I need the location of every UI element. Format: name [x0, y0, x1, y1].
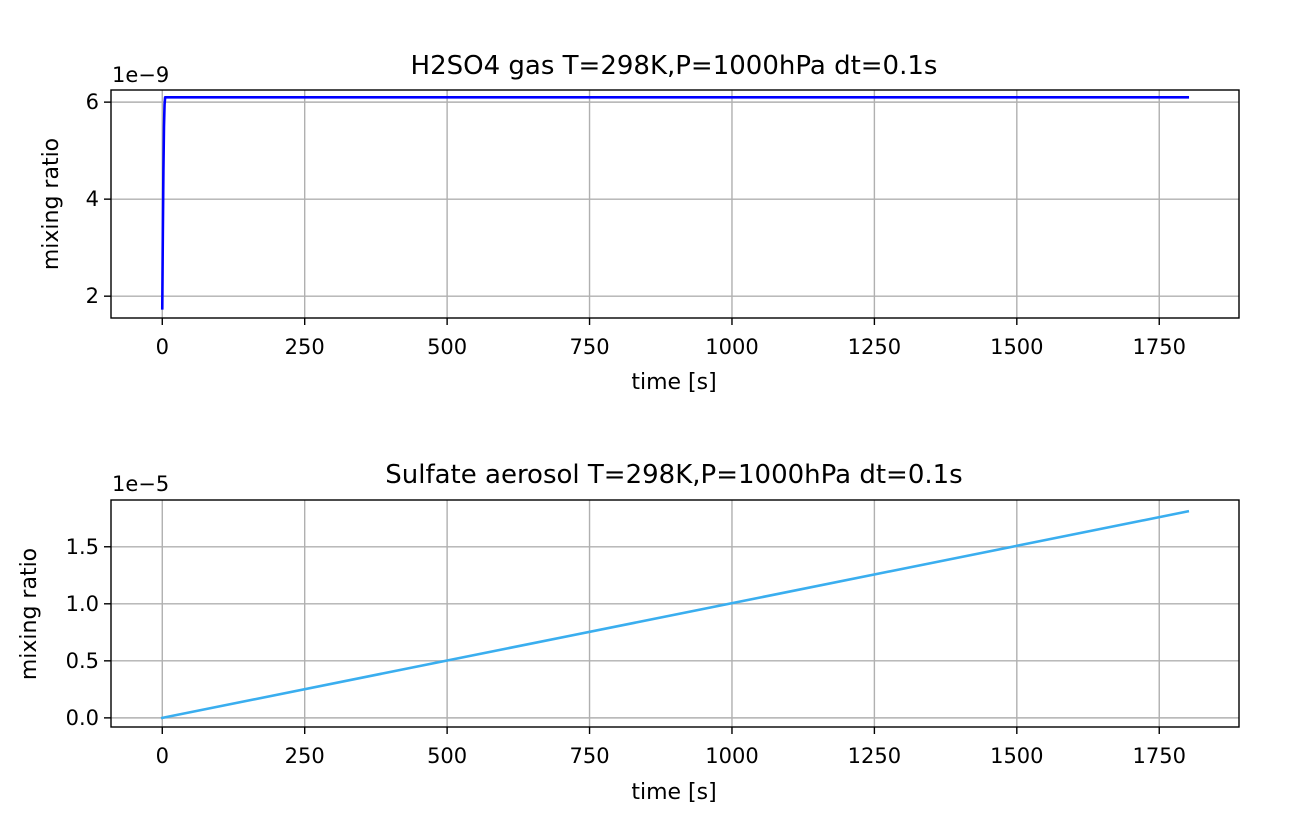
x-tick-label: 0 — [156, 335, 169, 359]
x-tick-label: 250 — [285, 335, 325, 359]
y-tick-label: 6 — [86, 90, 99, 114]
y-tick-label: 4 — [86, 187, 99, 211]
y-offset-label: 1e−5 — [112, 472, 169, 496]
chart-title: H2SO4 gas T=298K,P=1000hPa dt=0.1s — [411, 51, 938, 81]
plot-frame — [110, 499, 1240, 728]
ticks: 0 250 500 750 1000 1250 1500 1750 0.0 0.5 1.0 1.5 — [66, 535, 1186, 768]
x-tick-label: 250 — [285, 744, 325, 768]
x-axis-label: time [s] — [631, 780, 716, 805]
y-tick-label: 2 — [86, 284, 99, 308]
x-tick-label: 1750 — [1133, 335, 1186, 359]
y-tick-label: 1.5 — [66, 535, 99, 559]
y-axis-label: mixing ratio — [17, 548, 42, 680]
x-axis-label: time [s] — [631, 370, 716, 395]
x-tick-label: 750 — [569, 335, 609, 359]
x-tick-label: 750 — [569, 744, 609, 768]
ticks: 0 250 500 750 1000 1250 1500 1750 2 4 6 — [86, 90, 1186, 359]
chart-title: Sulfate aerosol T=298K,P=1000hPa dt=0.1s — [385, 460, 962, 490]
x-tick-label: 1500 — [990, 335, 1043, 359]
y-tick-label: 0.0 — [66, 706, 99, 730]
plot-frame — [110, 89, 1240, 319]
x-tick-label: 1000 — [705, 335, 758, 359]
x-tick-label: 500 — [427, 335, 467, 359]
series-layer — [160, 95, 1190, 310]
y-tick-label: 0.5 — [66, 649, 99, 673]
x-tick-label: 1000 — [705, 744, 758, 768]
y-offset-label: 1e−9 — [112, 63, 169, 87]
series-layer — [160, 509, 1190, 720]
x-tick-label: 1250 — [848, 335, 901, 359]
y-tick-label: 1.0 — [66, 592, 99, 616]
y-axis-label: mixing ratio — [39, 138, 64, 270]
series-line — [160, 509, 1190, 720]
series-line — [160, 95, 1190, 310]
x-tick-label: 1250 — [848, 744, 901, 768]
grid — [111, 500, 1239, 727]
x-tick-label: 500 — [427, 744, 467, 768]
x-tick-label: 1500 — [990, 744, 1043, 768]
h2so4-subplot: H2SO4 gas T=298K,P=1000hPa dt=0.1s 1e−9 … — [39, 51, 1240, 395]
grid — [111, 90, 1239, 318]
x-tick-label: 1750 — [1133, 744, 1186, 768]
x-tick-label: 0 — [156, 744, 169, 768]
sulfate-subplot: Sulfate aerosol T=298K,P=1000hPa dt=0.1s… — [17, 460, 1240, 805]
